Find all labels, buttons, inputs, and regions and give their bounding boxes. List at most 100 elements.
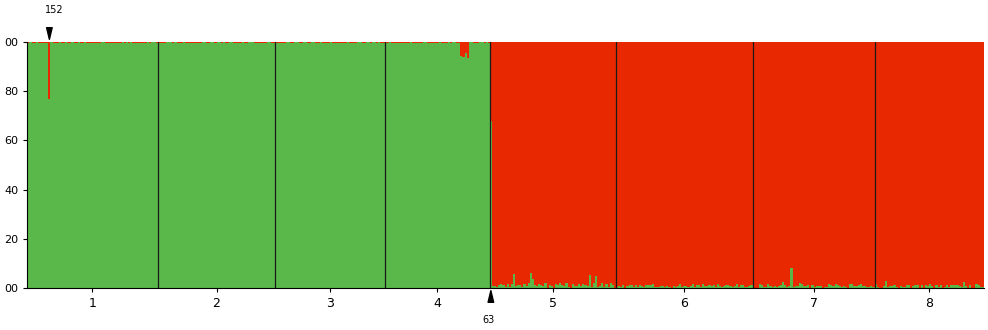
Bar <box>610 283 612 288</box>
Bar <box>40 42 42 288</box>
Bar <box>891 42 893 288</box>
Bar <box>300 42 302 288</box>
Bar <box>257 43 259 288</box>
Bar <box>118 42 120 288</box>
Bar <box>274 42 276 288</box>
Bar <box>288 42 290 288</box>
Bar <box>520 285 522 288</box>
Bar <box>328 42 330 288</box>
Bar <box>103 42 105 288</box>
Bar <box>332 43 334 288</box>
Bar <box>565 42 567 288</box>
Bar <box>454 42 456 288</box>
Bar <box>828 284 830 288</box>
Bar <box>315 43 317 288</box>
Bar <box>187 43 189 288</box>
Bar <box>570 42 572 288</box>
Bar <box>721 42 723 288</box>
Bar <box>520 42 522 288</box>
Bar <box>378 42 380 288</box>
Bar <box>80 42 82 288</box>
Bar <box>99 42 101 288</box>
Bar <box>164 42 166 288</box>
Bar <box>881 42 883 288</box>
Bar <box>952 42 954 288</box>
Bar <box>883 286 885 288</box>
Bar <box>860 284 862 288</box>
Bar <box>332 42 334 288</box>
Text: 63: 63 <box>482 315 495 325</box>
Bar <box>975 42 977 288</box>
Bar <box>868 42 870 288</box>
Bar <box>479 42 481 288</box>
Bar <box>110 42 112 288</box>
Bar <box>364 42 366 288</box>
Bar <box>305 42 307 288</box>
Bar <box>776 287 778 288</box>
Bar <box>440 42 442 288</box>
Bar <box>860 42 862 288</box>
Bar <box>160 42 162 288</box>
Bar <box>830 284 833 288</box>
Bar <box>870 286 872 288</box>
Bar <box>813 287 816 288</box>
Bar <box>479 42 481 288</box>
Bar <box>684 285 686 288</box>
Bar <box>582 42 585 288</box>
Bar <box>435 43 438 288</box>
Bar <box>347 43 349 288</box>
Bar <box>666 286 669 288</box>
Bar <box>602 283 604 288</box>
Bar <box>339 42 341 288</box>
Bar <box>755 287 757 288</box>
Bar <box>393 43 395 288</box>
Bar <box>145 43 147 288</box>
Bar <box>526 286 528 288</box>
Bar <box>112 43 114 288</box>
Bar <box>612 42 614 288</box>
Bar <box>276 43 278 288</box>
Bar <box>147 42 149 288</box>
Bar <box>580 42 582 288</box>
Bar <box>803 286 805 288</box>
Bar <box>664 286 666 288</box>
Bar <box>370 42 372 288</box>
Bar <box>473 43 475 288</box>
Bar <box>837 42 839 288</box>
Bar <box>61 42 63 288</box>
Bar <box>386 42 389 288</box>
Bar <box>185 43 187 288</box>
Bar <box>866 287 868 288</box>
Bar <box>876 287 878 288</box>
Bar <box>854 42 856 288</box>
Bar <box>356 43 358 288</box>
Bar <box>356 42 358 288</box>
Bar <box>475 43 477 288</box>
Bar <box>662 42 664 288</box>
Bar <box>200 42 202 288</box>
Bar <box>404 43 406 288</box>
Bar <box>212 42 214 288</box>
Bar <box>847 42 850 288</box>
Bar <box>187 42 189 288</box>
Bar <box>397 42 399 288</box>
Bar <box>59 42 61 288</box>
Bar <box>647 42 649 288</box>
Bar <box>36 42 38 288</box>
Bar <box>52 43 54 288</box>
Bar <box>969 285 971 288</box>
Bar <box>765 287 768 288</box>
Bar <box>632 42 635 288</box>
Bar <box>164 43 166 288</box>
Bar <box>90 43 93 288</box>
Bar <box>513 42 515 288</box>
Bar <box>292 42 294 288</box>
Bar <box>796 42 799 288</box>
Bar <box>826 286 828 288</box>
Bar <box>136 42 138 288</box>
Bar <box>912 286 915 288</box>
Bar <box>925 42 927 288</box>
Bar <box>690 42 692 288</box>
Bar <box>591 287 593 288</box>
Bar <box>458 42 460 288</box>
